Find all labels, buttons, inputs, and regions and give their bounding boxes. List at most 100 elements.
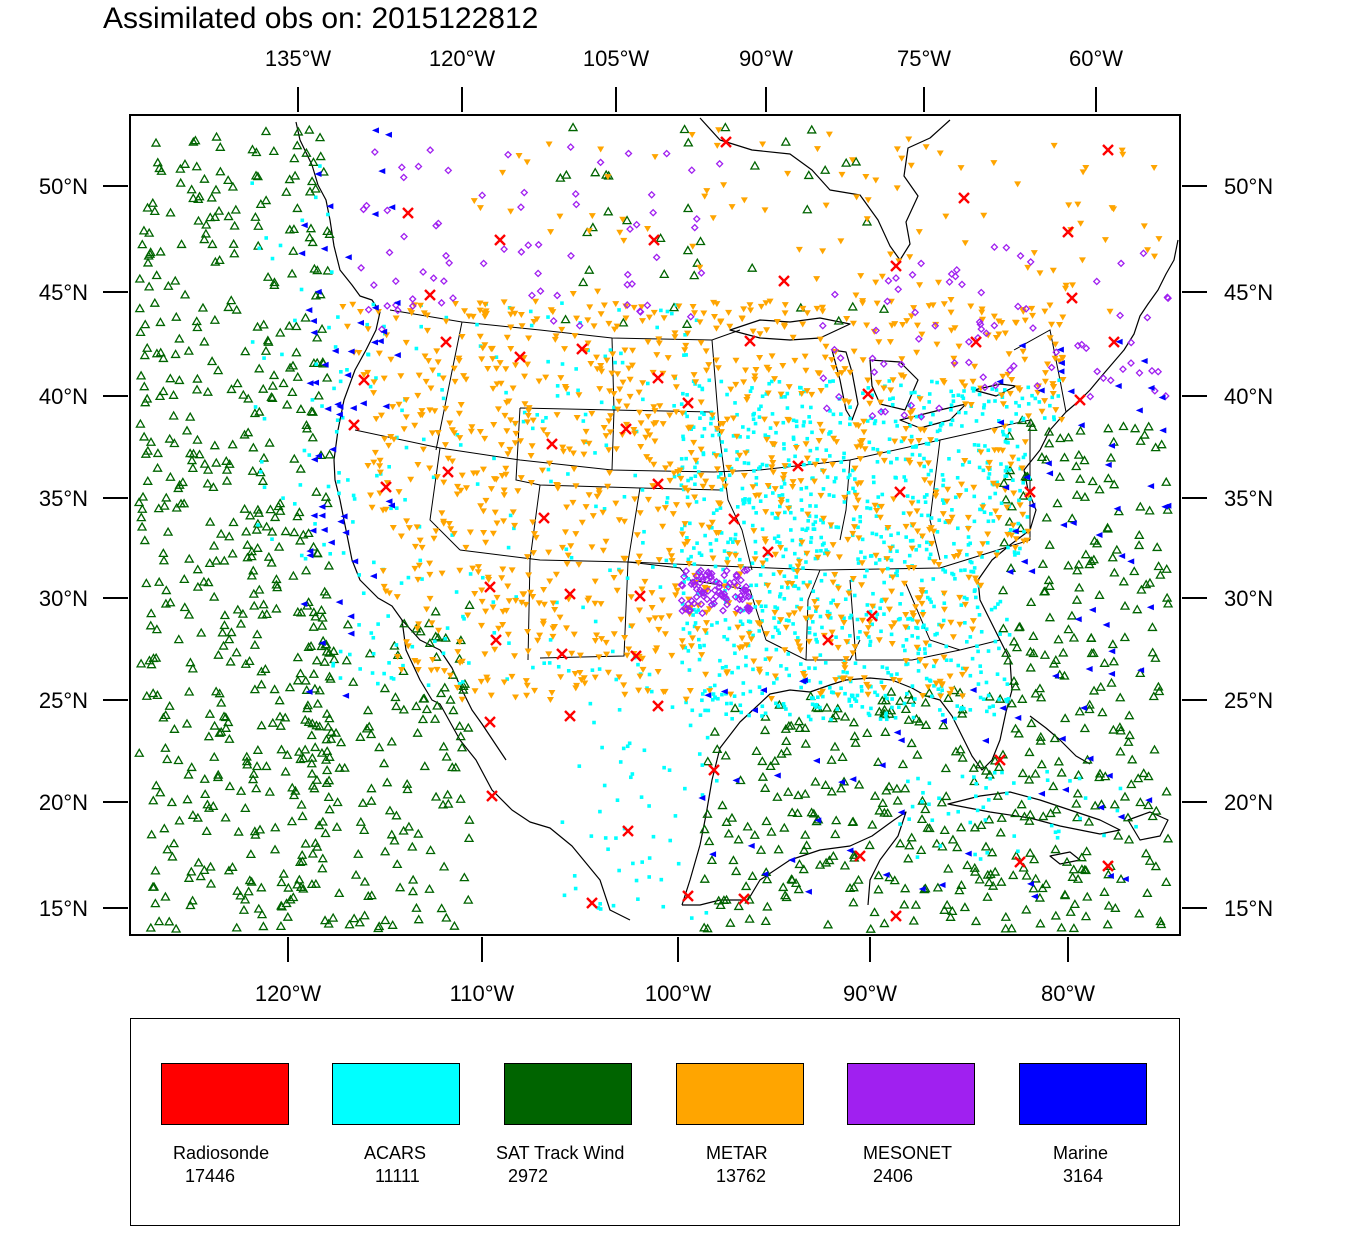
- sat-track-wind-marker: [208, 540, 220, 550]
- radiosonde-marker: [484, 581, 496, 593]
- sat-track-wind-marker: [281, 186, 292, 196]
- metar-marker: [702, 478, 710, 485]
- acars-marker: [887, 397, 892, 401]
- acars-marker: [735, 594, 739, 599]
- acars-marker: [441, 651, 446, 656]
- acars-marker: [869, 706, 873, 711]
- acars-marker: [957, 410, 961, 415]
- acars-marker: [886, 566, 890, 571]
- sat-track-wind-marker: [442, 789, 453, 799]
- mesonet-marker: [408, 302, 417, 310]
- acars-marker: [877, 558, 882, 562]
- metar-marker: [811, 598, 819, 605]
- sat-track-wind-marker: [969, 862, 980, 872]
- metar-marker: [1050, 142, 1058, 149]
- sat-track-wind-marker: [1149, 744, 1160, 754]
- sat-track-wind-marker: [288, 892, 299, 902]
- marine-marker: [999, 705, 1007, 712]
- sat-track-wind-marker: [258, 319, 269, 329]
- metar-marker: [747, 307, 755, 314]
- metar-marker: [552, 571, 560, 578]
- sat-track-wind-marker: [833, 315, 844, 325]
- metar-marker: [591, 637, 599, 644]
- metar-marker: [653, 352, 661, 359]
- metar-marker: [597, 146, 605, 153]
- mesonet-marker: [690, 599, 699, 608]
- sat-track-wind-marker: [555, 172, 566, 182]
- mesonet-marker: [950, 358, 959, 367]
- acars-marker: [786, 652, 791, 656]
- acars-marker: [886, 670, 890, 675]
- sat-track-wind-marker: [293, 746, 305, 756]
- acars-marker: [807, 626, 812, 631]
- sat-track-wind-marker: [192, 564, 203, 574]
- sat-track-wind-marker: [1133, 540, 1145, 550]
- acars-marker: [882, 540, 886, 545]
- sat-track-wind-marker: [1073, 449, 1084, 459]
- sat-track-wind-marker: [322, 721, 334, 731]
- acars-marker: [340, 415, 345, 420]
- metar-marker: [940, 301, 948, 308]
- acars-marker: [972, 386, 977, 391]
- acars-marker: [318, 164, 322, 168]
- metar-marker: [789, 334, 797, 341]
- acars-marker: [687, 668, 692, 672]
- sat-track-wind-marker: [1028, 648, 1039, 658]
- sat-track-wind-marker: [1106, 677, 1117, 687]
- acars-marker: [956, 393, 961, 398]
- metar-marker: [863, 216, 871, 223]
- metar-marker: [902, 425, 910, 432]
- sat-track-wind-marker: [1054, 471, 1065, 481]
- metar-marker: [769, 469, 777, 476]
- acars-marker: [757, 415, 762, 419]
- sat-track-wind-marker: [895, 838, 906, 848]
- metar-marker: [1062, 285, 1070, 292]
- acars-marker: [262, 485, 267, 490]
- radiosonde-marker: [1102, 860, 1114, 872]
- sat-track-wind-marker: [781, 892, 792, 902]
- metar-marker: [548, 690, 556, 697]
- sat-track-wind-marker: [228, 517, 239, 527]
- acars-marker: [375, 473, 379, 478]
- sat-track-wind-marker: [167, 851, 178, 861]
- sat-track-wind-marker: [1132, 604, 1143, 614]
- acars-marker: [1057, 378, 1062, 383]
- acars-marker: [771, 491, 775, 495]
- metar-marker: [749, 484, 757, 491]
- sat-track-wind-marker: [749, 829, 760, 839]
- sat-track-wind-marker: [193, 215, 204, 225]
- sat-track-wind-marker: [322, 498, 333, 508]
- metar-marker: [506, 446, 514, 453]
- sat-track-wind-marker: [305, 223, 317, 233]
- sat-track-wind-marker: [335, 737, 347, 747]
- mesonet-marker: [1154, 367, 1163, 376]
- metar-marker: [660, 315, 668, 322]
- acars-marker: [785, 498, 790, 503]
- sat-track-wind-marker: [1010, 808, 1021, 818]
- metar-marker: [706, 688, 714, 695]
- metar-marker: [431, 408, 439, 415]
- metar-marker: [916, 656, 924, 663]
- acars-marker: [1014, 412, 1018, 416]
- metar-marker: [853, 194, 861, 201]
- sat-track-wind-marker: [1118, 576, 1129, 586]
- acars-marker: [687, 631, 692, 635]
- sat-track-wind-marker: [1115, 746, 1126, 756]
- marine-marker: [878, 762, 886, 769]
- mesonet-marker: [868, 412, 877, 420]
- acars-marker: [853, 477, 857, 481]
- sat-track-wind-marker: [253, 220, 264, 230]
- acars-marker: [905, 494, 910, 498]
- acars-marker: [873, 690, 877, 695]
- sat-track-wind-marker: [1000, 923, 1011, 933]
- acars-marker: [727, 626, 732, 631]
- metar-marker: [439, 518, 447, 525]
- acars-marker: [494, 355, 499, 359]
- metar-marker: [947, 309, 955, 316]
- sat-track-wind-marker: [847, 301, 858, 311]
- metar-marker: [940, 606, 948, 613]
- sat-track-wind-marker: [268, 146, 279, 156]
- acars-marker: [842, 451, 846, 456]
- metar-marker: [507, 208, 515, 215]
- mesonet-marker: [370, 148, 379, 156]
